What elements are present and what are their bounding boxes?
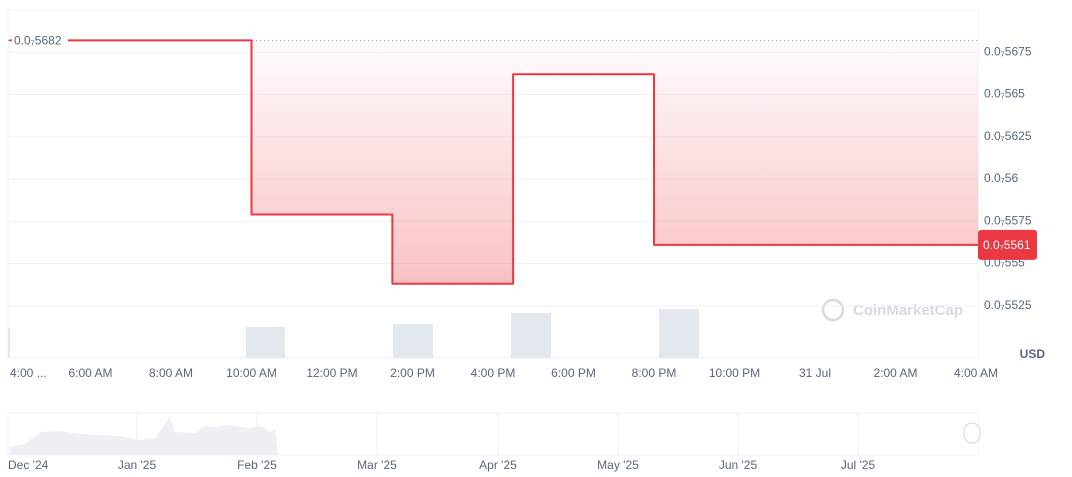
x-tick-label: 4:00 PM: [471, 366, 516, 380]
price-area: [10, 40, 978, 284]
x-tick-label: 10:00 PM: [709, 366, 760, 380]
y-tick-label: 0.0₇5675: [984, 44, 1032, 58]
x-tick-label: 4:00 ...: [10, 366, 47, 380]
navigator: [7, 412, 981, 456]
x-tick-label: 10:00 AM: [226, 366, 277, 380]
x-tick-label: 6:00 AM: [68, 366, 112, 380]
x-tick-label: 2:00 AM: [873, 366, 917, 380]
last-price-badge: [978, 229, 1037, 260]
volume-bar: [246, 327, 285, 358]
watermark: CoinMarketCap: [821, 298, 963, 322]
last-price-label: 0.0₇5561: [983, 238, 1031, 252]
open-price-label: 0.0₇5682: [14, 34, 62, 48]
navigator-label: Mar '25: [357, 458, 397, 472]
volume-bar: [511, 313, 551, 358]
y-tick-label: 0.0₇5625: [984, 129, 1032, 143]
currency-label: USD: [1020, 347, 1046, 361]
y-tick-label: 0.0₇5525: [984, 298, 1032, 312]
x-tick-label: 6:00 PM: [551, 366, 596, 380]
x-tick-label: 31 Jul: [799, 366, 831, 380]
x-tick-label: 4:00 AM: [954, 366, 998, 380]
y-tick-label: 0.0₇565: [984, 87, 1025, 101]
navigator-label: Dec '24: [8, 458, 49, 472]
watermark-logo: [821, 298, 845, 322]
navigator-label: Jul '25: [841, 458, 876, 472]
y-tick-label: 0.0₇56: [984, 171, 1018, 185]
navigator-label: Jan '25: [118, 458, 157, 472]
volume-bar: [8, 328, 10, 358]
watermark-text: CoinMarketCap: [853, 302, 963, 319]
volume-bar: [393, 324, 433, 358]
navigator-label: Feb '25: [237, 458, 277, 472]
navigator-handle[interactable]: [963, 422, 981, 444]
x-tick-label: 8:00 AM: [149, 366, 193, 380]
volume-bars: [8, 309, 699, 358]
navigator-label: Jun '25: [719, 458, 758, 472]
navigator-label: May '25: [597, 458, 639, 472]
x-tick-label: 8:00 PM: [632, 366, 677, 380]
navigator-area: [10, 417, 278, 455]
x-tick-label: 12:00 PM: [306, 366, 357, 380]
volume-bar: [659, 309, 699, 358]
x-tick-label: 2:00 PM: [390, 366, 435, 380]
open-label-bg: [12, 31, 68, 50]
navigator-label: Apr '25: [479, 458, 517, 472]
y-tick-label: 0.0₇5575: [984, 213, 1032, 227]
